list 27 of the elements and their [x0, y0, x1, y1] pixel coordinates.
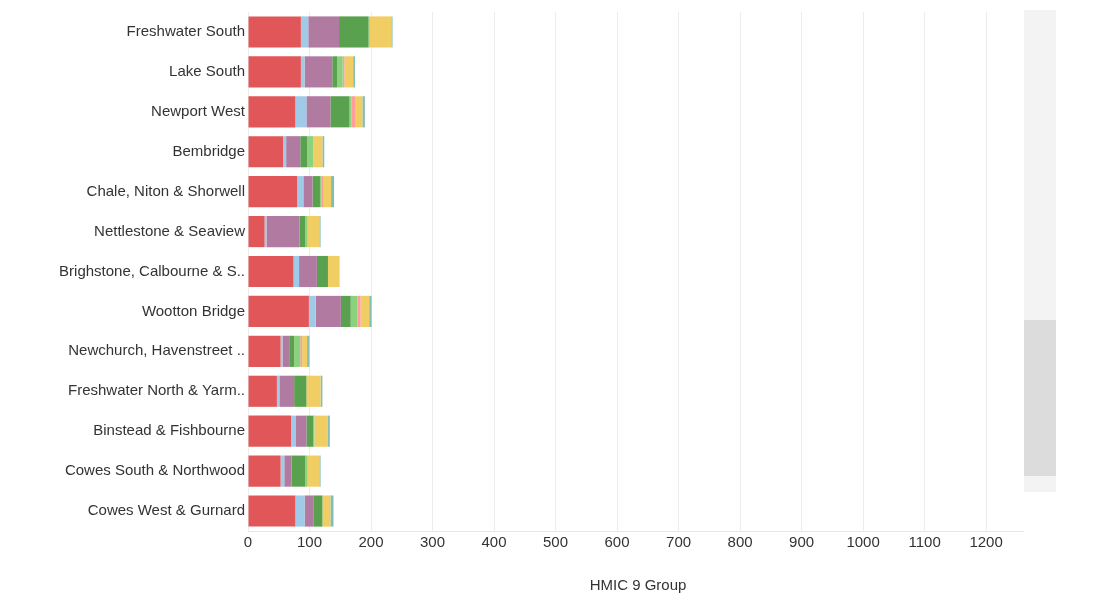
- x-tick-label: 900: [789, 533, 815, 551]
- y-tick-label: Newport West: [151, 101, 246, 119]
- x-tick-label: 1100: [908, 533, 941, 551]
- x-tick-label: 100: [296, 533, 323, 551]
- x-axis-title: HMIC 9 Group: [588, 576, 688, 593]
- y-tick-label: Cowes West & Gurnard: [87, 501, 245, 519]
- y-tick-label: Binstead & Fishbourne: [93, 421, 245, 439]
- y-tick-label: Chale, Niton & Shorwell: [86, 181, 245, 199]
- x-tick-label: 800: [727, 533, 753, 551]
- x-tick-label: 300: [420, 533, 446, 551]
- x-tick-label: 600: [604, 533, 630, 551]
- y-tick-label: Nettlestone & Seaview: [94, 221, 246, 239]
- x-tick-label: 0: [243, 533, 253, 551]
- y-tick-label: Cowes South & Northwood: [64, 461, 245, 479]
- y-tick-label: Lake South: [169, 62, 245, 80]
- x-tick-label: 400: [481, 533, 507, 551]
- y-tick-label: Freshwater North & Yarm..: [68, 381, 245, 399]
- y-tick-label: Brighstone, Calbourne & S..: [59, 261, 245, 279]
- y-tick-label: Bembridge: [172, 141, 245, 159]
- x-tick-label: 1000: [846, 533, 880, 551]
- y-tick-label: Newchurch, Havenstreet ..: [68, 341, 245, 359]
- x-tick-label: 1200: [969, 533, 1003, 551]
- y-tick-label: Freshwater South: [126, 22, 245, 40]
- y-tick-label: Wootton Bridge: [141, 301, 245, 319]
- x-tick-label: 200: [358, 533, 384, 551]
- x-tick-label: 700: [666, 533, 692, 551]
- x-tick-label: 500: [543, 533, 569, 551]
